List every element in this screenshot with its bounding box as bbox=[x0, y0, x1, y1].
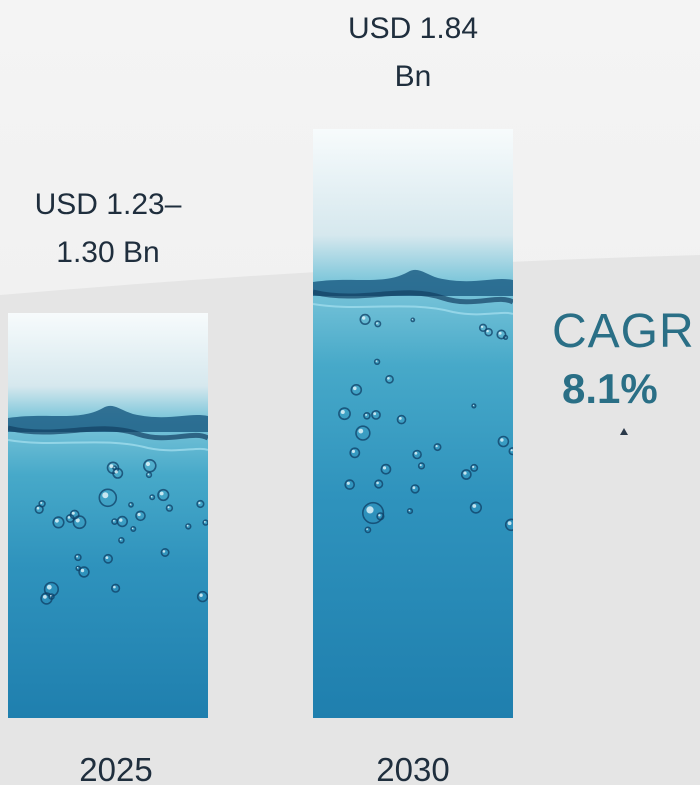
value-label-2025: USD 1.23– 1.30 Bn bbox=[8, 181, 208, 277]
cagr-value: 8.1% bbox=[562, 365, 658, 412]
x-tick-label-2025: 2025 bbox=[79, 751, 153, 788]
water-texture bbox=[313, 269, 513, 534]
bar-2030 bbox=[313, 129, 513, 718]
value-label-2030: USD 1.84 Bn bbox=[313, 5, 513, 101]
value-label-2030-line-2: Bn bbox=[394, 60, 432, 93]
water-texture bbox=[8, 405, 208, 605]
value-label-2030-line-1: USD 1.84 bbox=[347, 12, 479, 45]
cagr-title: CAGR bbox=[552, 305, 695, 358]
value-label-2025-line-2: 1.30 Bn bbox=[56, 236, 160, 269]
x-tick-label-2030: 2030 bbox=[376, 751, 450, 788]
cagr-up-arrow-icon bbox=[620, 428, 628, 690]
value-label-2025-line-1: USD 1.23– bbox=[34, 188, 182, 221]
bar-2025 bbox=[8, 313, 208, 718]
